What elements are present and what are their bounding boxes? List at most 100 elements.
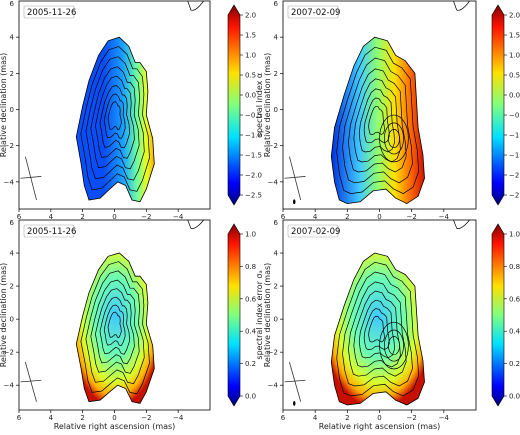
contour-line (379, 321, 409, 370)
date-label-box (287, 224, 339, 238)
contour-line (388, 129, 400, 148)
colorbar-scale (227, 223, 241, 407)
colorbar-tick-label: 0.4 (245, 328, 257, 336)
colorbar-tick-label: 0.6 (509, 295, 520, 303)
colorbar-tick-label: 1.5 (245, 32, 256, 40)
beam-cross-major (24, 361, 37, 402)
y-tick-label: −2 (268, 142, 278, 150)
source-map (75, 36, 155, 203)
y-tick-label: 4 (10, 250, 15, 258)
colorbar-tick-label: 0.0 (509, 92, 520, 100)
x-tick-label: 4 (49, 414, 54, 422)
beam-cross-minor (284, 176, 306, 179)
date-label-box (23, 5, 75, 19)
x-tick-label: −2 (407, 414, 417, 422)
contour-line (363, 308, 390, 350)
colorbar: 2.01.51.00.50.0−0.5−1.0−1.5−2.0−2.5spect… (491, 4, 520, 206)
contour-line (90, 66, 140, 170)
colorbar-tick-label: −0.5 (509, 112, 520, 120)
colorbar-tick-label: 1.0 (245, 231, 256, 239)
y-tick-label: 0 (10, 106, 14, 114)
y-axis-label: Relative declination (mas) (263, 263, 272, 368)
beam-cross-major (24, 156, 37, 201)
x-tick-label: 2 (80, 213, 84, 221)
beam-cross-major (289, 156, 302, 201)
contour-line (85, 56, 145, 181)
contour-line (95, 75, 135, 159)
contour-line (90, 279, 140, 374)
x-tick-label: −4 (439, 213, 450, 221)
contour-line (99, 85, 130, 149)
y-tick-label: 4 (274, 34, 279, 42)
y-tick-label: −2 (268, 349, 278, 357)
contour-line (336, 46, 420, 195)
x-tick-label: −4 (173, 213, 184, 221)
x-tick-label: 2 (345, 414, 349, 422)
x-tick-label: 0 (112, 213, 116, 221)
x-axis-label: Relative right ascension (mas) (54, 422, 176, 431)
y-tick-label: −4 (268, 178, 279, 186)
colorbar-tick-label: 0.2 (509, 360, 520, 368)
contour-line (103, 93, 126, 139)
contour-line (358, 88, 395, 153)
beam-ellipse (293, 199, 296, 205)
beam-cross-minor (20, 379, 42, 383)
contour-line (107, 311, 122, 339)
y-tick-label: −4 (4, 178, 15, 186)
colorbar-tick-label: 0.5 (245, 72, 256, 80)
colorbar-tick-label: 0.8 (245, 263, 256, 271)
colorbar-scale (491, 4, 505, 206)
colorbar-tick-label: 0.6 (245, 295, 257, 303)
y-tick-label: 6 (10, 0, 15, 8)
colorbar-tick-label: −1.0 (245, 132, 262, 140)
colorbar-scale (227, 4, 241, 206)
contour-line (388, 336, 400, 356)
date-label: 2005-11-26 (27, 227, 76, 237)
colorbar-tick-label: 0.0 (245, 393, 256, 401)
colorbar: 1.0 0.8 0.6 0.4 0.2 0.0 spectral index error σ… (227, 223, 264, 407)
contour-line (342, 271, 413, 387)
contour-line (85, 270, 145, 384)
y-tick-label: 4 (274, 250, 279, 258)
contour-line (342, 57, 413, 184)
contour-fragment (187, 0, 204, 11)
colorbar-tick-label: −1.5 (245, 152, 262, 160)
colorbar-tick-label: 1.0 (245, 52, 256, 60)
contour-line (103, 304, 126, 346)
x-tick-label: 0 (377, 213, 381, 221)
x-tick-label: 6 (281, 414, 286, 422)
y-tick-label: −4 (4, 382, 15, 390)
date-label-box (23, 224, 75, 238)
y-tick-label: 2 (10, 283, 14, 291)
contour-fragment (453, 219, 470, 229)
contour-line (348, 281, 407, 377)
contour-fragment (187, 219, 204, 229)
y-tick-label: 0 (10, 316, 14, 324)
contour-line (363, 97, 390, 144)
colorbar-tick-label: 2.0 (509, 12, 520, 20)
y-tick-label: 0 (274, 106, 278, 114)
y-tick-label: 0 (274, 316, 278, 324)
contour-line (353, 78, 401, 163)
x-tick-label: 6 (17, 414, 22, 422)
x-tick-label: 0 (112, 414, 116, 422)
y-tick-label: −4 (268, 382, 279, 390)
y-axis-label: Relative declination (mas) (263, 53, 272, 158)
colorbar-tick-label: 0.0 (245, 92, 256, 100)
colorbar-tick-label: 0.0 (509, 393, 520, 401)
beam-cross-minor (20, 176, 42, 179)
contour-line (379, 114, 409, 163)
colorbar-tick-label: −2.0 (245, 172, 262, 180)
colorbar-tick-label: 0.4 (509, 328, 520, 336)
date-label: 2005-11-26 (27, 8, 76, 18)
contour-line (384, 122, 404, 155)
colorbar-label: spectral index α (255, 73, 264, 137)
contour-line (336, 261, 420, 397)
colorbar-tick-label: 0.5 (509, 72, 520, 80)
x-tick-label: 4 (49, 213, 54, 221)
colorbar-tick-label: −0.5 (245, 112, 262, 120)
contour-line (348, 68, 407, 173)
y-tick-label: 6 (274, 219, 279, 227)
